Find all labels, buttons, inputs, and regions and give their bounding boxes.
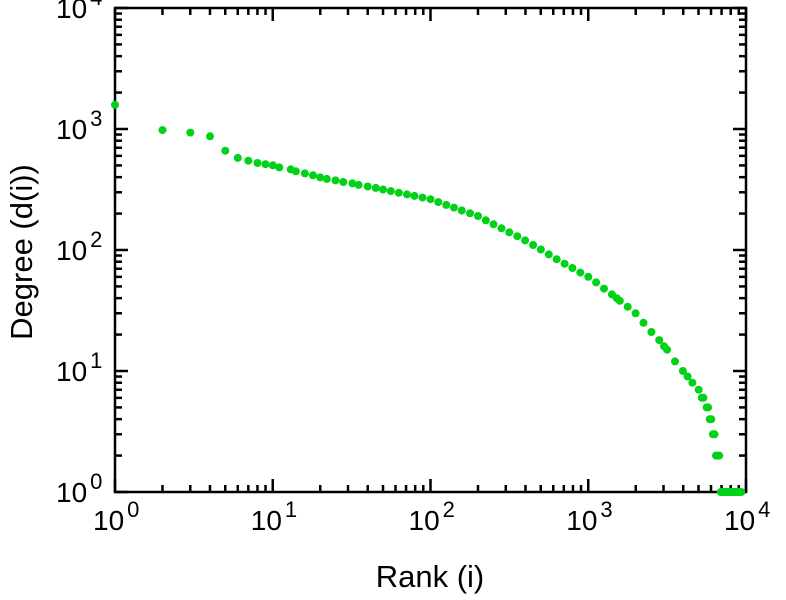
data-point <box>158 126 167 135</box>
y-axis-label: Degree (d(i)) <box>4 164 39 340</box>
data-point <box>331 176 340 185</box>
data-point <box>457 206 466 215</box>
data-point <box>683 372 692 381</box>
data-point <box>410 191 419 200</box>
data-point <box>363 182 372 191</box>
data-point <box>663 345 672 354</box>
data-point <box>466 209 474 218</box>
data-point <box>386 187 395 196</box>
data-point <box>300 169 309 178</box>
data-points-layer <box>111 100 746 496</box>
data-point <box>354 180 363 189</box>
data-point <box>497 224 506 233</box>
data-point <box>536 245 545 254</box>
data-point <box>737 488 746 496</box>
data-point <box>576 268 585 277</box>
data-point <box>631 309 640 318</box>
data-point <box>647 328 656 336</box>
data-point <box>379 185 387 194</box>
data-point <box>639 318 648 327</box>
data-point <box>418 193 427 202</box>
data-point <box>403 190 411 199</box>
data-point <box>316 173 325 182</box>
data-point <box>426 195 435 204</box>
data-point <box>450 203 458 212</box>
data-point <box>710 430 719 439</box>
data-point <box>481 216 490 225</box>
data-point <box>206 132 214 141</box>
tick-labels-layer: 100 101 102 103 104 100 101 102 103 104 <box>56 0 770 536</box>
data-point <box>584 272 593 281</box>
data-point <box>544 250 553 259</box>
x-tick-label: 10 4 <box>724 497 770 536</box>
data-point <box>434 198 443 207</box>
y-tick-label: 104 <box>56 0 102 24</box>
data-point <box>221 146 230 155</box>
data-point <box>253 159 262 167</box>
data-point <box>671 357 679 366</box>
y-tick-label: 10 0 <box>56 469 102 508</box>
data-point <box>623 302 632 311</box>
data-point <box>704 403 713 412</box>
data-point <box>233 153 242 162</box>
data-point <box>322 174 331 183</box>
data-point <box>309 171 317 180</box>
data-point <box>552 255 561 264</box>
data-point <box>678 367 687 375</box>
data-point <box>371 183 380 192</box>
x-tick-label: 10 2 <box>409 497 455 536</box>
data-point <box>111 100 119 109</box>
data-point <box>529 241 538 249</box>
x-tick-label: 10 3 <box>566 497 612 536</box>
data-point <box>244 156 253 165</box>
data-point <box>275 163 284 172</box>
data-point <box>339 178 348 186</box>
data-point <box>521 236 530 245</box>
y-tick-label: 10 3 <box>56 106 102 145</box>
data-point <box>560 259 569 268</box>
data-point <box>655 336 664 345</box>
data-point <box>442 200 451 209</box>
data-point <box>394 188 403 197</box>
data-point <box>291 167 300 176</box>
data-point <box>707 415 716 424</box>
x-tick-label: 10 1 <box>251 497 297 536</box>
x-tick-label: 10 0 <box>93 497 139 536</box>
data-point <box>688 378 697 387</box>
data-point <box>568 264 577 272</box>
data-point <box>694 385 703 394</box>
data-point <box>348 179 357 188</box>
data-point <box>261 160 270 169</box>
x-axis-label: Rank (i) <box>376 559 485 594</box>
data-point <box>715 451 724 460</box>
data-point <box>600 284 608 293</box>
data-point <box>699 393 708 402</box>
data-point <box>615 296 624 305</box>
data-point <box>505 228 514 237</box>
y-tick-label: 10 1 <box>56 348 102 387</box>
data-point <box>489 220 498 229</box>
y-tick-label: 10 2 <box>56 227 102 266</box>
data-point <box>592 278 601 287</box>
data-point <box>513 232 522 241</box>
data-point <box>474 212 482 220</box>
data-point <box>268 161 277 170</box>
data-point <box>186 128 195 137</box>
